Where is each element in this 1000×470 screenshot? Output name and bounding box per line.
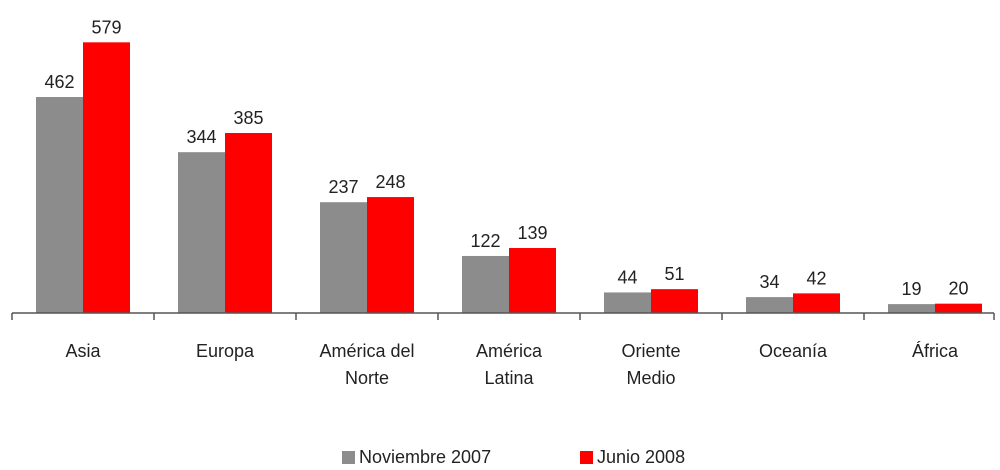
bar	[320, 202, 367, 313]
x-tick-label: América del Norte	[319, 341, 415, 388]
bar	[604, 292, 651, 313]
legend-swatch	[580, 451, 593, 464]
value-label: 51	[664, 264, 684, 284]
bar	[746, 297, 793, 313]
x-tick-label: África	[911, 341, 958, 361]
legend-label: Junio 2008	[597, 447, 686, 467]
legend-swatch	[342, 451, 355, 464]
bar	[178, 152, 225, 313]
legend-label: Noviembre 2007	[359, 447, 492, 467]
value-label: 19	[901, 279, 921, 299]
value-label: 344	[186, 127, 216, 147]
bar	[651, 289, 698, 313]
bar	[888, 304, 935, 313]
x-tick-label: Europa	[195, 341, 255, 361]
bar	[83, 42, 130, 313]
bar	[793, 293, 840, 313]
x-tick-label: América Latina	[475, 341, 542, 388]
value-label: 42	[806, 268, 826, 288]
x-tick-label: Asia	[65, 341, 101, 361]
bar	[935, 303, 982, 313]
value-label: 579	[91, 17, 121, 37]
value-label: 34	[759, 272, 779, 292]
value-label: 20	[948, 279, 968, 299]
bar	[509, 248, 556, 313]
bar	[367, 197, 414, 313]
value-label: 44	[617, 267, 637, 287]
value-label: 385	[233, 108, 263, 128]
value-label: 122	[470, 231, 500, 251]
value-label: 237	[328, 177, 358, 197]
bar	[462, 255, 509, 313]
value-label: 248	[375, 172, 405, 192]
x-tick-label: Oceanía	[758, 341, 828, 361]
value-label: 462	[44, 72, 74, 92]
value-label: 139	[517, 223, 547, 243]
bar	[225, 133, 272, 313]
bar	[36, 97, 83, 313]
x-tick-label: Oriente Medio	[621, 341, 681, 388]
